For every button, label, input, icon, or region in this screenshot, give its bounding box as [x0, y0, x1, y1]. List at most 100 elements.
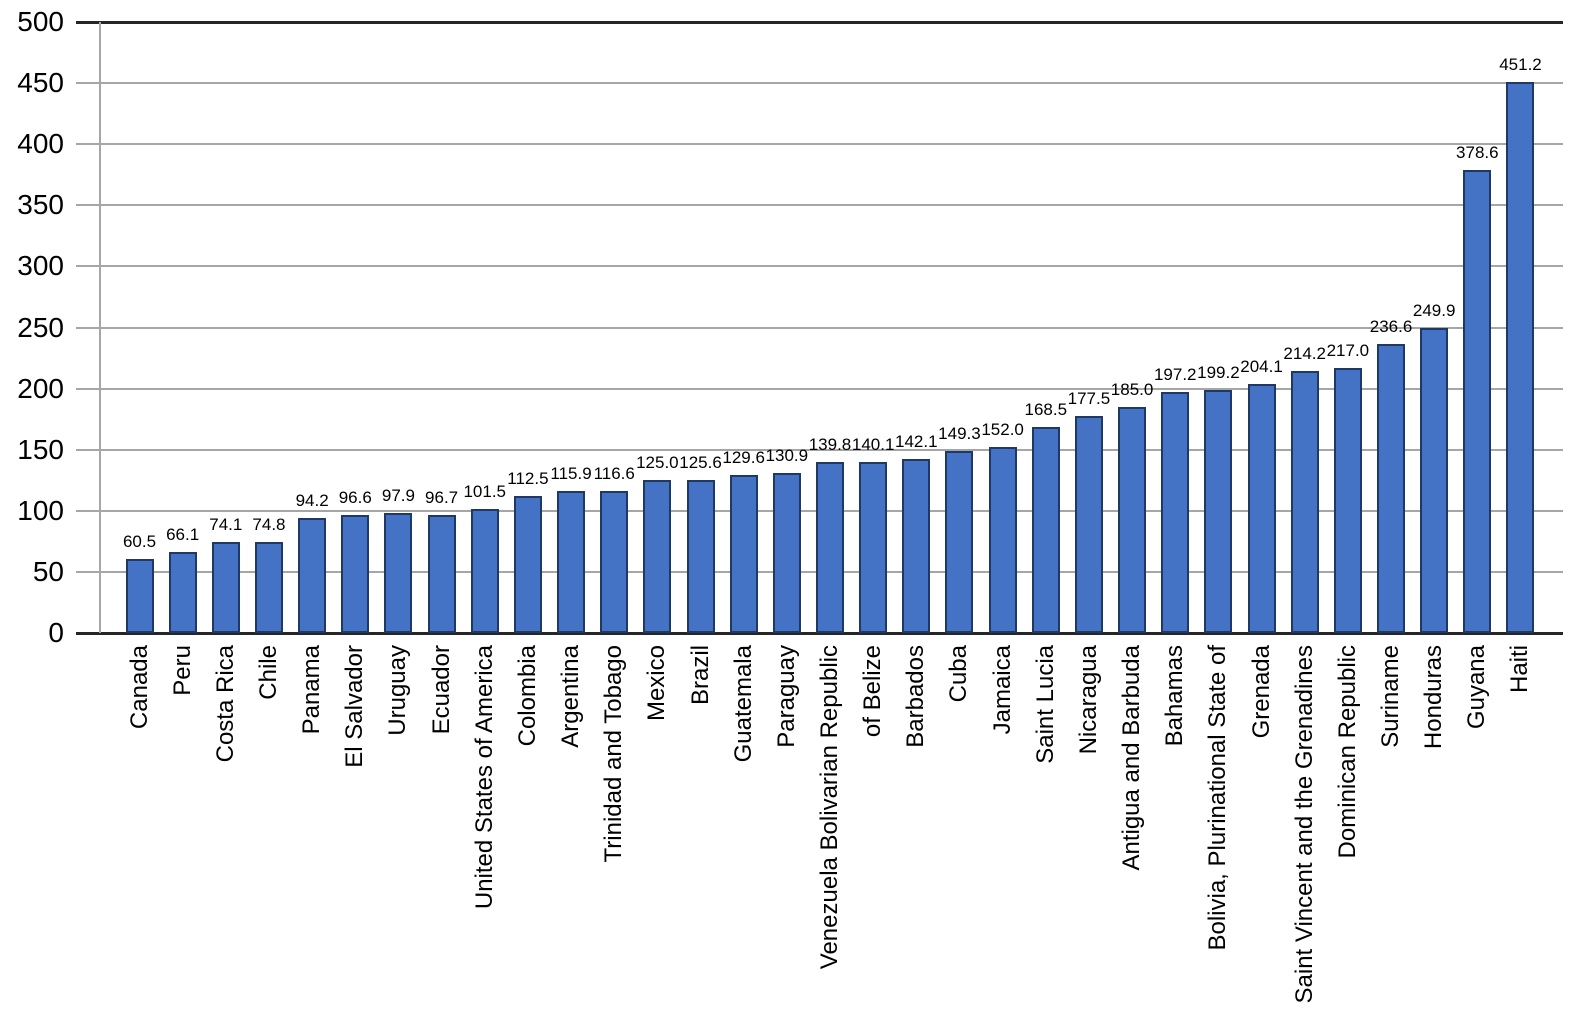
bar-value-label: 116.6	[593, 463, 635, 483]
bar-value-label: 112.5	[507, 468, 549, 488]
bar-value-label: 378.6	[1456, 143, 1499, 163]
bar-value-label: 149.3	[938, 423, 981, 443]
bar	[772, 473, 801, 633]
bar-value-label: 97.9	[381, 486, 415, 506]
bar	[427, 514, 456, 633]
y-axis-tick-label: 400	[17, 128, 64, 160]
bar	[1031, 427, 1060, 633]
y-axis-line	[99, 22, 101, 633]
bar-value-label: 101.5	[463, 481, 506, 501]
bar	[1506, 81, 1535, 633]
x-axis-label: Chile	[254, 645, 282, 700]
bar	[168, 552, 197, 633]
bar-value-label: 129.6	[722, 447, 765, 467]
bar-value-label: 197.2	[1153, 365, 1197, 385]
bar	[1333, 367, 1362, 633]
y-axis-tick-label: 100	[17, 494, 64, 526]
bar-value-label: 139.8	[808, 435, 852, 455]
x-axis-label: Venezuela Bolivarian Republic	[815, 645, 843, 970]
x-axis-label: of Belize	[859, 645, 887, 738]
x-axis-label: Suriname	[1377, 645, 1405, 748]
x-axis-label: Ecuador	[427, 645, 455, 735]
bar-value-label: 204.1	[1240, 356, 1283, 376]
bar-value-label: 96.7	[425, 487, 459, 507]
gridline	[76, 204, 1563, 207]
x-axis-label: Saint Vincent and the Grenadines	[1290, 645, 1318, 1004]
x-axis-label: Trinidad and Tobago	[600, 645, 628, 863]
x-axis-label: Barbados	[902, 645, 930, 748]
bar	[1161, 392, 1190, 633]
gridline	[76, 448, 1563, 451]
bar-value-label: 236.6	[1369, 316, 1413, 336]
bar-value-label: 217.0	[1326, 340, 1370, 360]
bar-value-label: 125.0	[636, 453, 679, 473]
bar	[859, 461, 888, 633]
bar-value-label: 152.0	[981, 420, 1024, 440]
x-axis-label: Jamaica	[988, 645, 1016, 735]
x-axis-label: Guyana	[1463, 645, 1491, 730]
y-axis-tick-label: 250	[17, 311, 64, 343]
x-axis-label: Peru	[168, 645, 196, 696]
y-axis-tick-label: 350	[17, 189, 64, 221]
x-axis-label: Saint Lucia	[1031, 645, 1059, 764]
y-axis-tick-label: 300	[17, 250, 64, 282]
bar	[1420, 327, 1449, 633]
bar-value-label: 142.1	[895, 432, 938, 452]
bar-value-label: 130.9	[765, 446, 809, 466]
x-axis-label: Brazil	[686, 645, 714, 706]
bar-value-label: 140.1	[851, 434, 895, 454]
bar	[600, 490, 629, 633]
bar	[1463, 170, 1492, 633]
bar	[1377, 343, 1406, 633]
x-axis-label: Paraguay	[772, 645, 800, 748]
gridline	[76, 326, 1563, 329]
bar	[1290, 371, 1319, 633]
x-axis-label: Grenada	[1247, 645, 1275, 739]
bar	[988, 447, 1017, 633]
y-axis-tick-label: 450	[17, 67, 64, 99]
gridline	[76, 143, 1563, 146]
x-axis-label: Cuba	[945, 645, 973, 703]
y-axis-tick-label: 500	[17, 6, 64, 37]
bar	[125, 559, 154, 633]
x-axis-label: Antigua and Barbuda	[1118, 645, 1146, 871]
bar	[470, 508, 499, 633]
x-axis-label: Honduras	[1420, 645, 1448, 750]
bar	[557, 491, 586, 633]
x-axis-label: Uruguay	[384, 645, 412, 736]
x-axis-label: Bahamas	[1161, 645, 1189, 747]
bar-value-label: 249.9	[1412, 300, 1456, 320]
x-axis-label: Panama	[298, 645, 326, 735]
axis-line	[76, 20, 1563, 24]
bar	[211, 542, 240, 633]
y-axis-tick-label: 0	[48, 617, 64, 648]
y-axis-tick-label: 200	[17, 372, 64, 404]
x-axis-label: Guatemala	[729, 645, 757, 763]
x-axis-label: Costa Rica	[211, 645, 239, 763]
bar-value-label: 199.2	[1197, 362, 1240, 382]
bar-value-label: 115.9	[550, 464, 592, 484]
bar-value-label: 451.2	[1499, 54, 1542, 74]
bar-value-label: 74.1	[209, 515, 243, 535]
bar-value-label: 168.5	[1024, 400, 1068, 420]
bar	[384, 513, 413, 633]
gridline	[76, 82, 1563, 85]
bar	[254, 541, 283, 633]
x-axis-label: Canada	[125, 645, 153, 730]
bar	[729, 474, 758, 633]
bar	[513, 495, 542, 633]
x-axis-label: United States of America	[470, 645, 498, 910]
bar	[815, 462, 844, 633]
gridline	[76, 387, 1563, 390]
bar	[686, 479, 715, 633]
bar-value-label: 66.1	[166, 525, 200, 545]
x-axis-label: Colombia	[513, 645, 541, 747]
bar	[1074, 416, 1103, 633]
bar-value-label: 177.5	[1067, 389, 1111, 409]
bar	[1204, 389, 1233, 633]
bar-value-label: 185.0	[1110, 379, 1154, 399]
gridline	[76, 265, 1563, 268]
x-axis-label: Nicaragua	[1074, 645, 1102, 755]
bar	[643, 480, 672, 633]
